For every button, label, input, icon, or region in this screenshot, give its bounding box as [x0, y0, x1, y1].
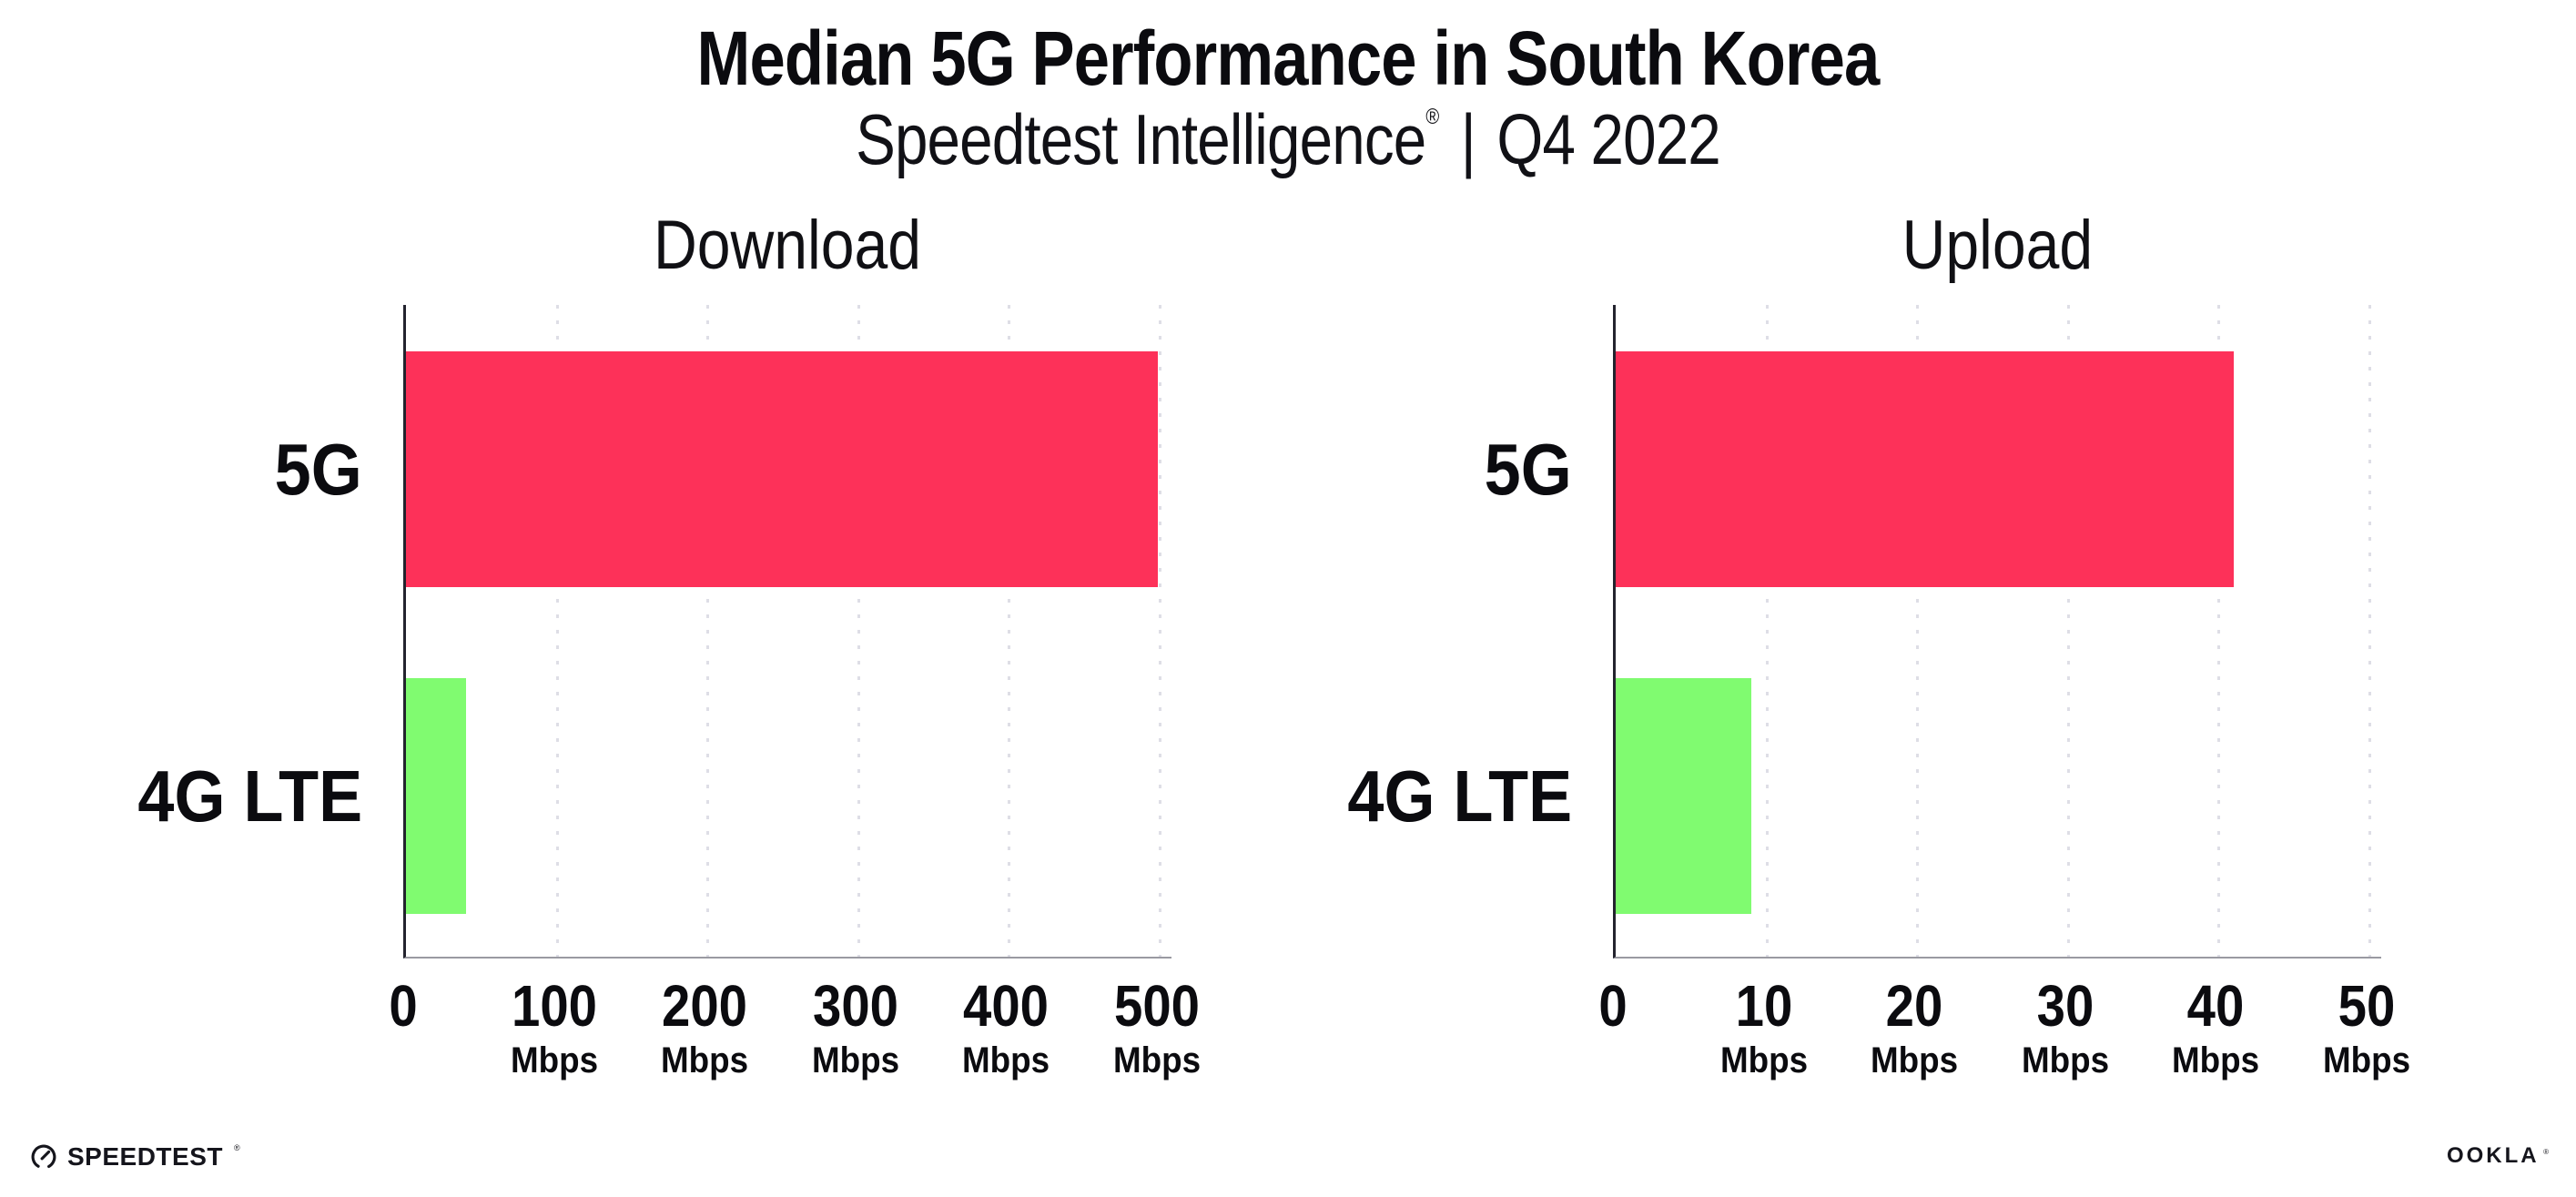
speedtest-logo: SPEEDTEST ® — [30, 1141, 240, 1172]
gridline — [1008, 305, 1011, 957]
x-tick: 400 Mbps — [958, 959, 1055, 1079]
x-tick: 40 Mbps — [2168, 959, 2263, 1079]
upload-chart-title: Upload — [1902, 207, 2093, 284]
x-tick-value: 20 — [1885, 973, 1943, 1039]
plot-area — [1613, 305, 2381, 959]
x-tick-unit: Mbps — [661, 1040, 749, 1080]
download-chart: Download 0 100 Mbps 200 Mbps 300 Mbps 400 Mbps 50… — [137, 211, 1201, 1080]
gridline — [1765, 305, 1769, 957]
x-tick: 20 Mbps — [1867, 959, 1962, 1079]
x-tick: 100 Mbps — [505, 959, 603, 1079]
x-tick-value: 30 — [2036, 973, 2094, 1039]
bar-4g-lte — [406, 678, 467, 914]
gridline — [1159, 305, 1161, 957]
gridline — [2368, 305, 2371, 957]
upload-chart: Upload 0 10 Mbps 20 Mbps 30 Mbps 40 Mbps 50 Mbps 5… — [1347, 211, 2410, 1080]
x-tick-value: 400 — [963, 973, 1050, 1039]
download-chart-title: Download — [653, 207, 922, 284]
speedtest-logo-text: SPEEDTEST — [67, 1142, 223, 1171]
x-axis: 0 100 Mbps 200 Mbps 300 Mbps 400 Mbps 500 Mbps — [389, 959, 1201, 1104]
plot-area — [403, 305, 1171, 959]
gridline — [2217, 305, 2221, 957]
category-label-5g: 5G — [274, 428, 362, 510]
ookla-registered-icon: ® — [2543, 1148, 2549, 1156]
x-tick: 500 Mbps — [1109, 959, 1206, 1079]
x-tick-value: 0 — [1598, 973, 1628, 1039]
gridline — [555, 305, 559, 957]
registered-trademark-icon: ® — [1425, 105, 1440, 129]
x-tick: 50 Mbps — [2319, 959, 2414, 1079]
chart-title: Median 5G Performance in South Korea — [696, 15, 1881, 101]
x-tick-value: 300 — [812, 973, 898, 1039]
chart-subtitle: Speedtest Intelligence® | Q4 2022 — [206, 104, 2369, 175]
subtitle-period: Q4 2022 — [1496, 99, 1720, 179]
x-tick: 300 Mbps — [806, 959, 904, 1079]
category-label-4g-lte: 4G LTE — [1347, 755, 1572, 837]
x-tick-value: 40 — [2187, 973, 2245, 1039]
x-tick-unit: Mbps — [811, 1040, 899, 1080]
x-tick-value: 0 — [389, 973, 418, 1039]
x-tick: 0 — [1597, 959, 1629, 1035]
speedtest-registered-icon: ® — [233, 1143, 240, 1152]
subtitle-brand: Speedtest Intelligence — [856, 99, 1426, 179]
gridline — [2066, 305, 2070, 957]
x-tick: 0 — [387, 959, 420, 1035]
bar-5g — [1616, 351, 2234, 587]
x-tick-value: 50 — [2338, 973, 2396, 1039]
x-axis: 0 10 Mbps 20 Mbps 30 Mbps 40 Mbps 50 Mbps — [1598, 959, 2410, 1104]
subtitle-divider: | — [1460, 99, 1476, 179]
x-tick-unit: Mbps — [1871, 1040, 1959, 1080]
category-label-4g-lte: 4G LTE — [137, 755, 362, 837]
x-tick-value: 200 — [662, 973, 748, 1039]
x-tick-value: 10 — [1735, 973, 1792, 1039]
x-tick-unit: Mbps — [2021, 1040, 2109, 1080]
x-tick: 10 Mbps — [1716, 959, 1810, 1079]
x-tick: 30 Mbps — [2018, 959, 2113, 1079]
x-tick-unit: Mbps — [510, 1040, 598, 1080]
x-tick-value: 100 — [511, 973, 597, 1039]
x-tick-unit: Mbps — [1112, 1040, 1202, 1080]
gridline — [706, 305, 710, 957]
gridline — [1916, 305, 1920, 957]
category-label-5g: 5G — [1484, 428, 1572, 510]
x-tick-unit: Mbps — [2322, 1040, 2411, 1080]
bar-4g-lte — [1616, 678, 1752, 914]
x-tick-value: 500 — [1114, 973, 1200, 1039]
x-tick-unit: Mbps — [962, 1040, 1050, 1080]
bar-5g — [406, 351, 1159, 587]
ookla-logo: OOKLA ® — [2447, 1145, 2549, 1167]
x-tick-unit: Mbps — [2172, 1040, 2260, 1080]
gridline — [857, 305, 860, 957]
x-tick: 200 Mbps — [656, 959, 754, 1079]
speedtest-gauge-icon — [31, 1144, 56, 1170]
x-tick-unit: Mbps — [1719, 1040, 1808, 1080]
ookla-logo-text: OOKLA — [2446, 1143, 2540, 1168]
